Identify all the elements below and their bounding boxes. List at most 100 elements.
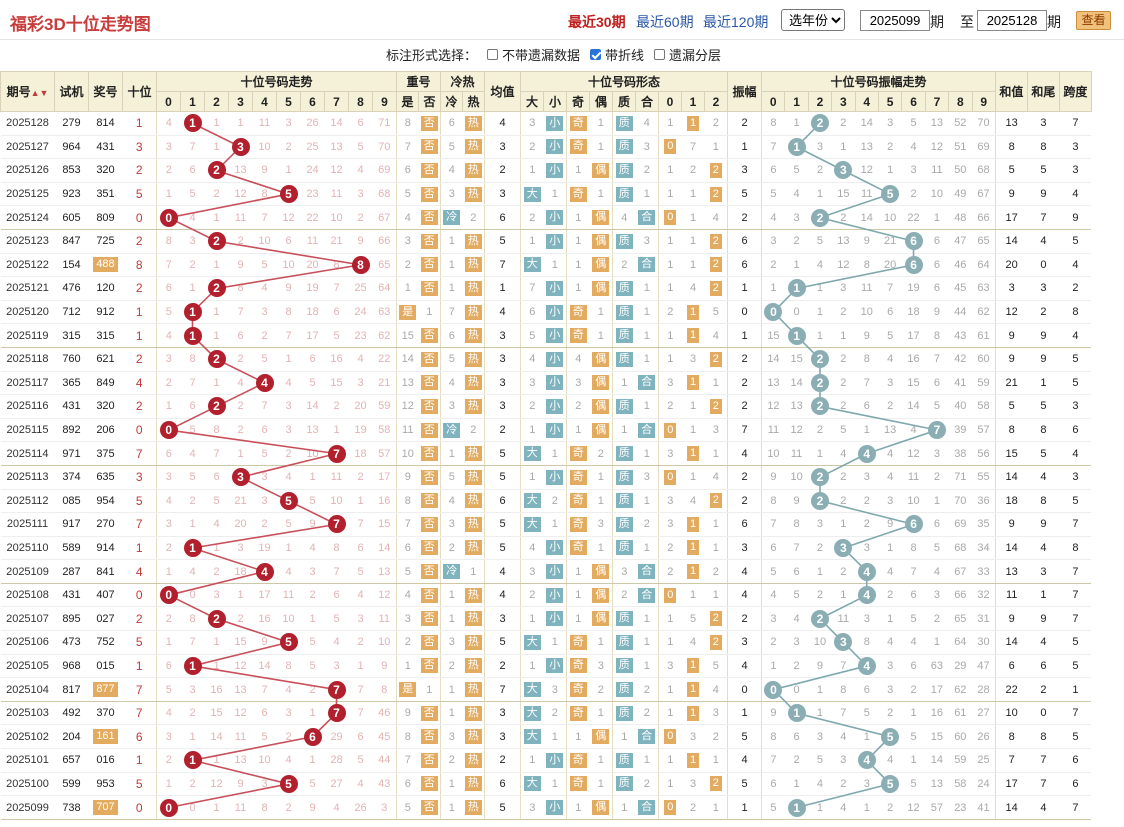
- sum-tail: 3: [1027, 559, 1060, 584]
- no-missing-checkbox[interactable]: [487, 48, 499, 60]
- zf-cell: 7: [878, 276, 902, 301]
- trend-cell: 6: [228, 323, 253, 348]
- zf-cell: 5: [878, 772, 902, 797]
- repeat-no-badge: 否: [420, 446, 438, 462]
- hot-badge: 热: [464, 587, 482, 603]
- big-badge: 大: [523, 634, 541, 650]
- draw-number: 370: [88, 701, 123, 726]
- zf-cell: 2: [901, 677, 926, 702]
- polyline-checkbox[interactable]: [590, 48, 602, 60]
- zf-cell: 4: [760, 583, 785, 608]
- cold-cell: 1: [440, 701, 463, 726]
- zf-cell: 6: [925, 371, 949, 396]
- amplitude-value: 2: [727, 371, 762, 396]
- repeat-no-badge: 否: [420, 233, 438, 249]
- zf-cell: 2: [808, 465, 832, 490]
- zf-cell: 3: [760, 229, 785, 254]
- range-30-link[interactable]: 最近30期: [568, 14, 626, 30]
- col-qihao[interactable]: 期号▲▼: [0, 71, 55, 112]
- composite-cell: 3: [635, 465, 659, 490]
- zf-cell: 2: [831, 559, 856, 584]
- trend-cell: 5: [300, 371, 325, 396]
- repeat-yes-badge: 是: [399, 682, 417, 698]
- mod3-cell-0: 0: [658, 583, 682, 608]
- zf-cell: 48: [948, 205, 973, 230]
- table-row: 2025112 085 954 5 4 2 5 21 3 5 5 10 1 16 8 否 4 热 6 大 2 奇 1 质 1 3 4…: [0, 489, 1092, 514]
- issue-number: 2025109: [0, 559, 55, 584]
- span-value: 4: [1059, 253, 1092, 278]
- range-120-link[interactable]: 最近120期: [703, 14, 769, 30]
- even-cell: 偶: [589, 371, 613, 396]
- amplitude-ball: 0: [764, 680, 783, 699]
- mod3-badge: 2: [709, 233, 722, 249]
- zf-cell: 7: [925, 418, 949, 443]
- tens-ball: 2: [207, 609, 226, 628]
- mod3-badge: 2: [709, 634, 722, 650]
- zf-cell: 3: [831, 748, 856, 773]
- mod3-cell-0: 1: [658, 323, 682, 348]
- small-cell: 小: [543, 606, 567, 632]
- mod3-badge: 0: [664, 469, 677, 485]
- zf-cell: 49: [948, 182, 973, 207]
- cold-cell: 3: [440, 394, 463, 419]
- trend-cell: 1: [180, 512, 205, 537]
- issue-number: 2025120: [0, 300, 55, 325]
- year-select[interactable]: 选年份: [781, 9, 845, 31]
- issue-number: 2025103: [0, 701, 55, 726]
- trend-cell: 3: [204, 583, 229, 608]
- repeat-no-badge: 否: [420, 729, 438, 745]
- test-number: 365: [54, 371, 89, 396]
- hot-badge: 热: [464, 280, 482, 296]
- composite-cell: 2: [635, 512, 659, 537]
- trend-cell: 43: [372, 772, 397, 797]
- prime-badge: 质: [615, 328, 633, 344]
- table-row: 2025101 657 016 1 2 1 1 13 10 4 1 28 5 44 7 否 2 热 2 1 小奇 1 质 1 1…: [0, 748, 1092, 773]
- zf-cell: 12: [831, 253, 856, 278]
- hot-cell: 热: [462, 512, 485, 537]
- odd-badge: 奇: [569, 115, 587, 131]
- mod3-cell-2: 2: [704, 182, 728, 207]
- tens-digit: 5: [122, 772, 157, 797]
- zf-cell: 1: [760, 276, 785, 301]
- zf-cell: 6: [855, 677, 879, 702]
- trend-cell: 10: [252, 748, 277, 773]
- zf-cell: 7: [760, 748, 785, 773]
- repeat-no-badge: 否: [420, 398, 438, 414]
- mod3-cell-1: 7: [681, 135, 705, 160]
- missing-layer-checkbox[interactable]: [654, 48, 666, 60]
- prime-cell: 质: [612, 394, 636, 419]
- trend-cell: 6: [276, 229, 301, 254]
- to-issue-input[interactable]: [977, 10, 1047, 31]
- sum-value: 17: [994, 772, 1028, 797]
- trend-cell: 10: [252, 135, 277, 160]
- mean-value: 3: [484, 323, 521, 348]
- draw-number: 270: [88, 512, 123, 537]
- zf-digit-6: 6: [901, 91, 926, 112]
- col-jianghao: 奖号: [88, 71, 123, 112]
- range-60-link[interactable]: 最近60期: [636, 14, 694, 30]
- draw-number: 841: [88, 559, 123, 584]
- zf-cell: 15: [784, 347, 809, 372]
- zf-cell: 4: [855, 583, 879, 608]
- table-row: 2025124 605 809 0 0 4 1 11 7 12 22 10 2 67 4 否冷 2 6 2 小 1 偶 4 合…: [0, 205, 1092, 230]
- from-issue-input[interactable]: [860, 10, 930, 31]
- prime-cell: 质: [612, 276, 636, 301]
- amplitude-ball: 1: [787, 279, 806, 298]
- trend-cell: 17: [372, 465, 397, 490]
- zf-cell: 1: [808, 182, 832, 207]
- mod3-cell-2: 2: [704, 606, 728, 632]
- test-number: 605: [54, 205, 89, 230]
- zf-cell: 1: [784, 135, 809, 160]
- trend-cell: 16: [252, 606, 277, 632]
- zf-cell: 6: [760, 772, 785, 797]
- draw-number: 015: [88, 654, 123, 679]
- repeat-yes: 4: [396, 205, 419, 230]
- big-badge: 大: [523, 776, 541, 792]
- query-button[interactable]: 查看: [1076, 11, 1111, 30]
- repeat-no: 否: [418, 418, 441, 443]
- trend-cell: 7: [276, 323, 301, 348]
- mod3-cell-0: 3: [658, 512, 682, 537]
- trend-cell: 6: [324, 583, 349, 608]
- repeat-yes: 5: [396, 795, 419, 820]
- composite-badge: 合: [638, 800, 656, 816]
